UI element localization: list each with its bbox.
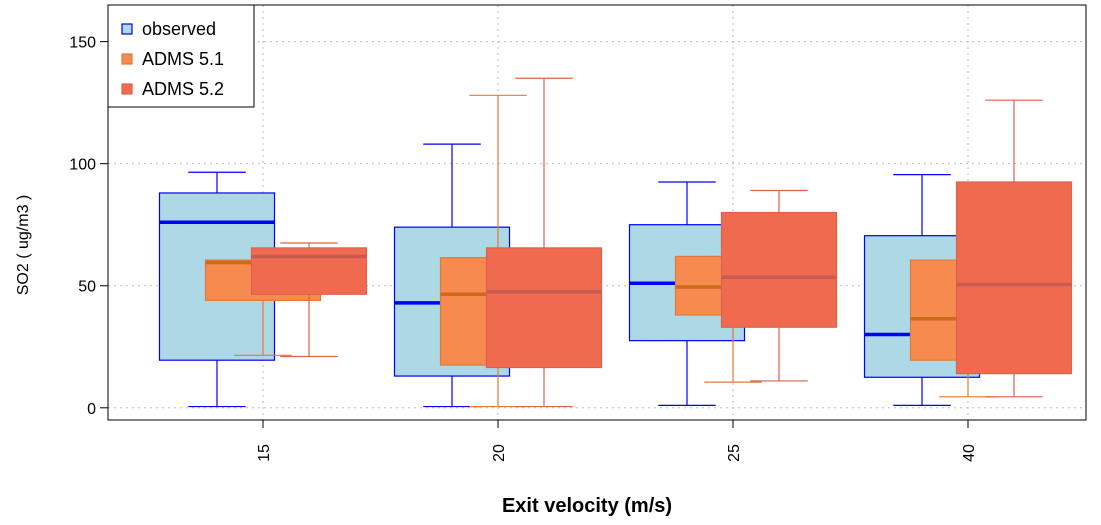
box-2-1 <box>485 77 603 408</box>
box-2-2 <box>720 189 838 382</box>
plot-frame <box>107 4 1087 421</box>
y-tick-label-1: 50 <box>78 279 96 296</box>
box-2-0 <box>250 242 368 358</box>
y-tick-label-0: 0 <box>87 401 96 418</box>
legend-swatch-1 <box>121 53 133 65</box>
series-layer <box>158 77 1073 408</box>
axes-layer: 0 50 100 150 15 20 25 40 <box>69 35 978 462</box>
y-tick-label-3: 150 <box>69 35 96 52</box>
x-axis-title: Exit velocity (m/s) <box>502 495 672 517</box>
legend: observed ADMS 5.1 ADMS 5.2 <box>107 4 255 108</box>
legend-swatch-0 <box>121 23 133 35</box>
legend-label-2: ADMS 5.2 <box>142 79 224 99</box>
box-2-3 <box>955 99 1073 398</box>
x-tick-label-0: 15 <box>256 444 273 462</box>
box-body <box>720 211 838 328</box>
series-2 <box>250 77 1073 408</box>
box-body <box>955 181 1073 375</box>
legend-label-1: ADMS 5.1 <box>142 49 224 69</box>
box-body <box>485 247 603 369</box>
x-tick-label-2: 25 <box>726 444 743 462</box>
x-tick-label-3: 40 <box>961 444 978 462</box>
x-tick-label-1: 20 <box>491 444 508 462</box>
y-tick-label-2: 100 <box>69 157 96 174</box>
legend-swatch-2 <box>121 83 133 95</box>
y-axis-title: SO2 ( ug/m3 ) <box>15 195 32 295</box>
legend-label-0: observed <box>142 19 216 39</box>
